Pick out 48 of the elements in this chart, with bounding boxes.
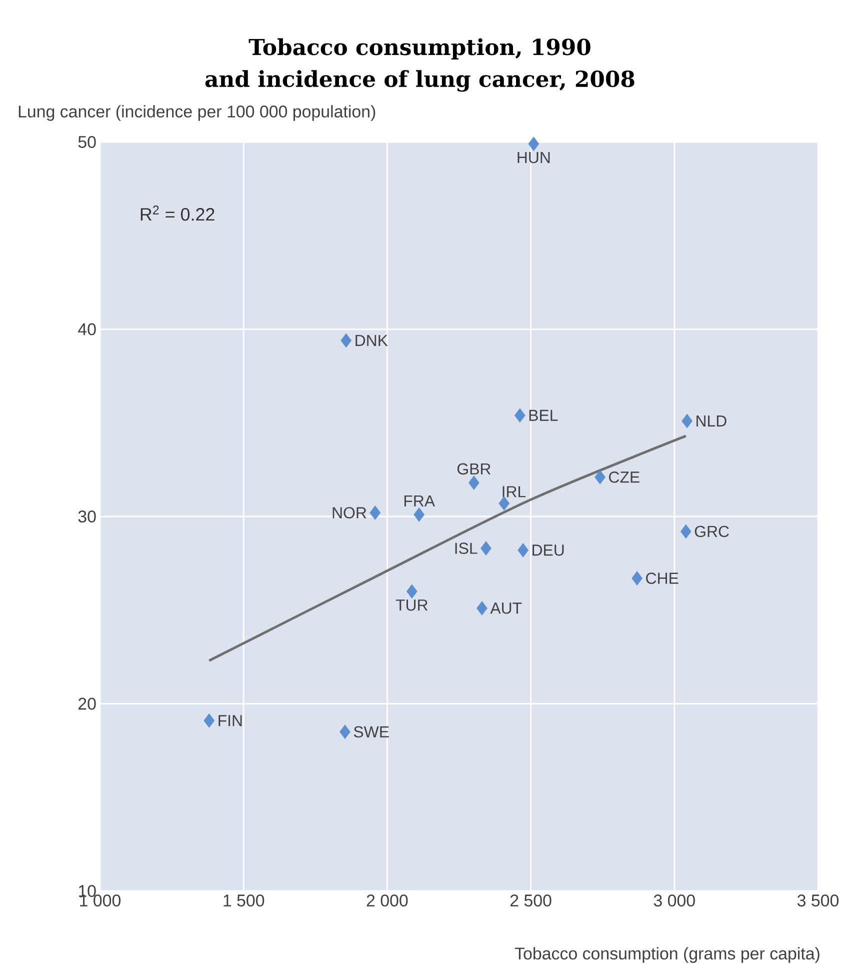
y-tick-label: 20	[78, 698, 96, 710]
annotation: DNK	[356, 334, 388, 346]
annotation: FIN	[218, 715, 242, 726]
x-tick-label: 2 000	[367, 894, 408, 907]
point	[498, 496, 510, 511]
point	[204, 713, 215, 728]
annotation: CZE	[609, 472, 640, 483]
point	[480, 541, 492, 556]
annotation: HUN	[518, 152, 550, 164]
point	[528, 136, 540, 152]
annotation: TUR	[396, 600, 428, 611]
annotation: BEL	[530, 410, 558, 421]
annotation: ISL	[456, 542, 478, 554]
point	[476, 601, 488, 616]
y-tick-label: 50	[78, 136, 96, 148]
chart-title: Tobacco consumption, 1990 and incidence of lung cancer, 2008	[206, 38, 635, 92]
annotation: R$^{2}$ = 0.22	[141, 206, 215, 221]
point	[340, 333, 352, 348]
annotation: AUT	[490, 602, 522, 614]
annotation: DEU	[532, 544, 564, 556]
line-series	[208, 434, 688, 662]
point	[632, 571, 643, 586]
annotation: SWE	[354, 726, 390, 738]
annotation: NLD	[696, 416, 727, 426]
annotation: NOR	[333, 507, 366, 518]
point	[340, 724, 351, 740]
x-tick-label: 2 500	[510, 894, 552, 907]
annotation: CHE	[646, 572, 678, 584]
annotation: FRA	[404, 495, 436, 506]
point	[468, 476, 480, 490]
x-axis-title: Tobacco consumption (grams per capita)	[515, 947, 820, 963]
point	[680, 524, 692, 539]
y-tick-label: 30	[78, 510, 96, 522]
point	[518, 542, 529, 558]
x-tick-label: 3 000	[654, 894, 696, 907]
point	[406, 584, 418, 599]
annotation: GRC	[695, 526, 730, 538]
point	[370, 506, 381, 520]
point	[682, 414, 693, 428]
point	[594, 470, 606, 484]
y-tick-label: 40	[78, 323, 96, 336]
y-axis-title: Lung cancer (incidence per 100 000 population)	[19, 105, 376, 121]
point	[414, 507, 425, 522]
point	[514, 408, 526, 423]
annotation: GBR	[458, 463, 491, 475]
x-tick-label: 1 500	[224, 894, 264, 907]
x-tick-label: 3 500	[798, 894, 839, 907]
annotation: IRL	[503, 486, 526, 498]
